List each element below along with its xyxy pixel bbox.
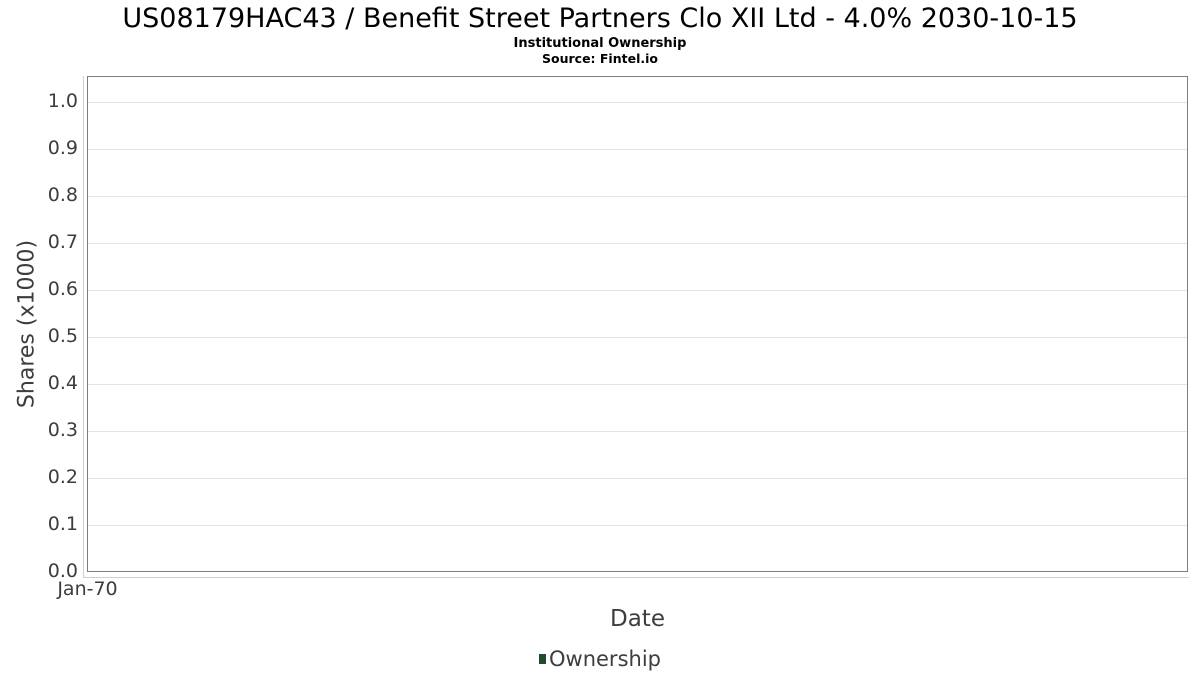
legend-marker — [539, 654, 546, 664]
y-tick-label: 0.0 — [47, 560, 78, 582]
x-axis-line — [83, 577, 1189, 578]
y-tick-label: 0.6 — [47, 278, 78, 300]
y-tick-label: 0.8 — [47, 184, 78, 206]
y-tick-label: 0.5 — [47, 325, 78, 347]
y-axis-line — [83, 76, 84, 578]
legend: Ownership — [0, 647, 1200, 671]
gridline — [88, 196, 1187, 197]
y-tick-label: 1.0 — [47, 90, 78, 112]
y-tick-label: 0.9 — [47, 137, 78, 159]
chart-subtitle: Institutional Ownership — [513, 36, 687, 51]
chart-source: Source: Fintel.io — [542, 51, 658, 66]
gridline — [88, 478, 1187, 479]
y-tick-label: 0.2 — [47, 466, 78, 488]
gridline — [88, 431, 1187, 432]
gridline — [88, 102, 1187, 103]
legend-label: Ownership — [549, 647, 661, 671]
x-axis-label: Date — [610, 606, 665, 632]
x-tick-label: Jan-70 — [57, 578, 118, 600]
gridline — [88, 243, 1187, 244]
gridline — [88, 290, 1187, 291]
gridline — [88, 337, 1187, 338]
plot-area — [87, 76, 1188, 572]
y-tick-label: 0.1 — [47, 513, 78, 535]
y-tick-label: 0.4 — [47, 372, 78, 394]
gridline — [88, 149, 1187, 150]
y-tick-label: 0.3 — [47, 419, 78, 441]
chart-title: US08179HAC43 / Benefit Street Partners C… — [122, 3, 1078, 34]
y-tick-label: 0.7 — [47, 231, 78, 253]
gridline — [88, 384, 1187, 385]
gridline — [88, 525, 1187, 526]
